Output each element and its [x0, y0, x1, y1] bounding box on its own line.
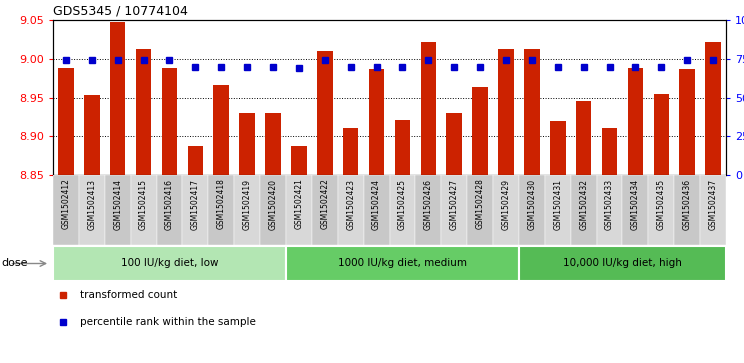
Bar [705, 42, 721, 175]
Text: 10,000 IU/kg diet, high: 10,000 IU/kg diet, high [563, 258, 682, 269]
Bar [364, 175, 390, 245]
Bar [571, 175, 597, 245]
Bar [653, 94, 669, 175]
Text: GSM1502431: GSM1502431 [554, 179, 562, 229]
Bar [53, 175, 79, 245]
Bar [131, 175, 156, 245]
Bar [266, 113, 280, 175]
Bar [519, 175, 545, 245]
Text: GSM1502428: GSM1502428 [475, 179, 484, 229]
Bar [576, 101, 591, 175]
Text: GSM1502420: GSM1502420 [269, 179, 278, 229]
Text: GSM1502414: GSM1502414 [113, 179, 122, 229]
Bar [550, 121, 565, 175]
Bar [79, 175, 105, 245]
Text: GSM1502412: GSM1502412 [62, 179, 71, 229]
Bar [338, 175, 364, 245]
Bar [286, 175, 312, 245]
Bar [597, 175, 623, 245]
Bar [214, 85, 229, 175]
Bar [136, 49, 151, 175]
Bar [343, 129, 359, 175]
Bar [415, 175, 441, 245]
Text: 100 IU/kg diet, low: 100 IU/kg diet, low [121, 258, 218, 269]
Text: GSM1502417: GSM1502417 [191, 179, 200, 229]
Bar [84, 95, 100, 175]
Text: GSM1502416: GSM1502416 [165, 179, 174, 229]
Bar [182, 175, 208, 245]
Bar [420, 42, 436, 175]
Text: GSM1502427: GSM1502427 [449, 179, 459, 229]
Bar [286, 246, 519, 281]
Bar [161, 68, 177, 175]
Text: GSM1502425: GSM1502425 [398, 179, 407, 229]
Bar [53, 246, 286, 281]
Bar [58, 68, 74, 175]
Bar [291, 146, 307, 175]
Bar [446, 113, 462, 175]
Text: GSM1502424: GSM1502424 [372, 179, 381, 229]
Bar [648, 175, 674, 245]
Bar [156, 175, 182, 245]
Bar [493, 175, 519, 245]
Bar [628, 68, 643, 175]
Text: GSM1502433: GSM1502433 [605, 179, 614, 230]
Bar [519, 246, 726, 281]
Text: GSM1502418: GSM1502418 [217, 179, 225, 229]
Bar [105, 175, 131, 245]
Text: 1000 IU/kg diet, medium: 1000 IU/kg diet, medium [338, 258, 467, 269]
Bar [700, 175, 726, 245]
Bar [187, 146, 203, 175]
Bar [679, 69, 695, 175]
Bar [317, 51, 333, 175]
Text: GSM1502436: GSM1502436 [683, 179, 692, 230]
Text: GSM1502430: GSM1502430 [527, 179, 536, 230]
Text: GSM1502426: GSM1502426 [424, 179, 433, 229]
Bar [234, 175, 260, 245]
Bar [467, 175, 493, 245]
Bar [312, 175, 338, 245]
Text: GSM1502421: GSM1502421 [295, 179, 304, 229]
Bar [394, 120, 410, 175]
Bar [260, 175, 286, 245]
Bar [208, 175, 234, 245]
Bar [545, 175, 571, 245]
Text: GSM1502434: GSM1502434 [631, 179, 640, 230]
Bar [674, 175, 700, 245]
Text: dose: dose [1, 258, 28, 269]
Bar [472, 87, 488, 175]
Text: percentile rank within the sample: percentile rank within the sample [80, 317, 256, 327]
Text: GSM1502415: GSM1502415 [139, 179, 148, 229]
Bar [524, 49, 539, 175]
Text: GSM1502419: GSM1502419 [243, 179, 251, 229]
Bar [369, 69, 385, 175]
Text: GDS5345 / 10774104: GDS5345 / 10774104 [53, 4, 188, 17]
Text: GSM1502422: GSM1502422 [320, 179, 330, 229]
Bar [390, 175, 415, 245]
Bar [623, 175, 648, 245]
Text: GSM1502437: GSM1502437 [708, 179, 717, 230]
Text: GSM1502429: GSM1502429 [501, 179, 510, 229]
Text: GSM1502413: GSM1502413 [87, 179, 96, 229]
Bar [441, 175, 467, 245]
Text: GSM1502423: GSM1502423 [346, 179, 355, 229]
Text: GSM1502432: GSM1502432 [579, 179, 589, 229]
Bar [110, 21, 126, 175]
Bar [602, 129, 618, 175]
Text: transformed count: transformed count [80, 290, 177, 300]
Bar [498, 49, 514, 175]
Bar [240, 113, 255, 175]
Text: GSM1502435: GSM1502435 [657, 179, 666, 230]
